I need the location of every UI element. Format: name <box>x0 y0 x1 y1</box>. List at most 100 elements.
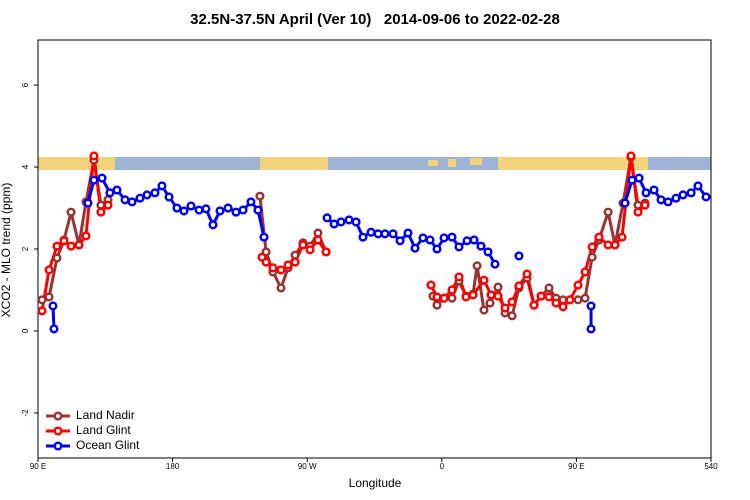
data-point <box>649 185 659 195</box>
data-point <box>493 291 503 301</box>
data-point <box>468 290 478 300</box>
data-point <box>472 261 482 271</box>
data-point <box>447 232 457 242</box>
data-point <box>617 232 627 242</box>
data-point <box>678 190 688 200</box>
series-line <box>51 176 708 329</box>
data-point <box>522 269 532 279</box>
data-point <box>96 207 106 217</box>
data-point <box>485 298 495 308</box>
data-point <box>573 280 583 290</box>
data-point <box>565 295 575 305</box>
data-point <box>439 233 449 243</box>
data-point <box>656 195 666 205</box>
data-point <box>351 217 361 227</box>
data-point <box>701 192 711 202</box>
data-point <box>418 233 428 243</box>
data-point <box>44 292 54 302</box>
data-point <box>215 206 225 216</box>
data-point <box>671 193 681 203</box>
legend-label: Ocean Glint <box>76 438 140 452</box>
data-point <box>454 272 464 282</box>
y-tick-label: 4 <box>21 164 30 169</box>
data-point <box>66 207 76 217</box>
data-point <box>96 200 106 210</box>
data-point <box>493 282 503 292</box>
data-point <box>259 232 269 242</box>
data-point <box>52 241 62 251</box>
data-point <box>529 300 539 310</box>
data-point <box>447 293 457 303</box>
data-point <box>587 252 597 262</box>
data-point <box>89 151 99 161</box>
data-point <box>44 265 54 275</box>
land-ocean-strip <box>38 157 711 170</box>
data-point <box>454 242 464 252</box>
data-point <box>208 220 218 230</box>
land-band <box>448 159 456 167</box>
data-point <box>544 283 554 293</box>
y-tick-label: 6 <box>21 82 30 87</box>
data-point <box>388 229 398 239</box>
data-point <box>74 240 84 250</box>
data-point <box>663 197 673 207</box>
legend-label: Land Glint <box>76 423 131 437</box>
data-point <box>253 205 263 215</box>
data-point <box>380 229 390 239</box>
data-point <box>558 302 568 312</box>
data-point <box>627 175 637 185</box>
x-tick-label: 90 W <box>298 462 317 471</box>
data-point <box>261 257 271 267</box>
data-point <box>150 188 160 198</box>
data-point <box>103 200 113 210</box>
data-point <box>89 175 99 185</box>
data-point <box>238 205 248 215</box>
data-point <box>620 198 630 208</box>
data-point <box>641 188 651 198</box>
data-point <box>580 293 590 303</box>
data-point <box>586 324 596 334</box>
y-tick-label: 2 <box>21 246 30 251</box>
data-point <box>476 241 486 251</box>
data-point <box>634 173 644 183</box>
legend-marker <box>53 426 63 436</box>
data-point <box>610 240 620 250</box>
data-point <box>223 203 233 213</box>
data-point <box>246 197 256 207</box>
data-point <box>587 242 597 252</box>
x-tick-label: 90 E <box>568 462 584 471</box>
x-axis-label: Longitude <box>349 476 402 490</box>
data-point <box>507 297 517 307</box>
data-point <box>603 207 613 217</box>
data-point <box>127 197 137 207</box>
data-point <box>640 200 650 210</box>
land-band <box>38 157 115 170</box>
land-band <box>260 157 328 170</box>
data-point <box>179 206 189 216</box>
data-point <box>52 253 62 263</box>
data-point <box>276 265 286 275</box>
legend-marker <box>53 411 63 421</box>
data-point <box>594 232 604 242</box>
data-point <box>544 292 554 302</box>
land-band <box>428 160 438 166</box>
data-point <box>105 188 115 198</box>
data-point <box>580 267 590 277</box>
data-point <box>186 201 196 211</box>
data-point <box>283 260 293 270</box>
data-point <box>37 306 47 316</box>
land-band <box>498 157 648 170</box>
data-point <box>500 303 510 313</box>
data-point <box>514 281 524 291</box>
data-point <box>358 232 368 242</box>
data-point <box>290 250 300 260</box>
data-point <box>321 247 331 257</box>
data-point <box>194 205 204 215</box>
data-point <box>276 283 286 293</box>
data-point <box>313 228 323 238</box>
data-point <box>231 207 241 217</box>
x-tick-label: 90 E <box>30 462 46 471</box>
x-tick-label: 0 <box>440 462 445 471</box>
